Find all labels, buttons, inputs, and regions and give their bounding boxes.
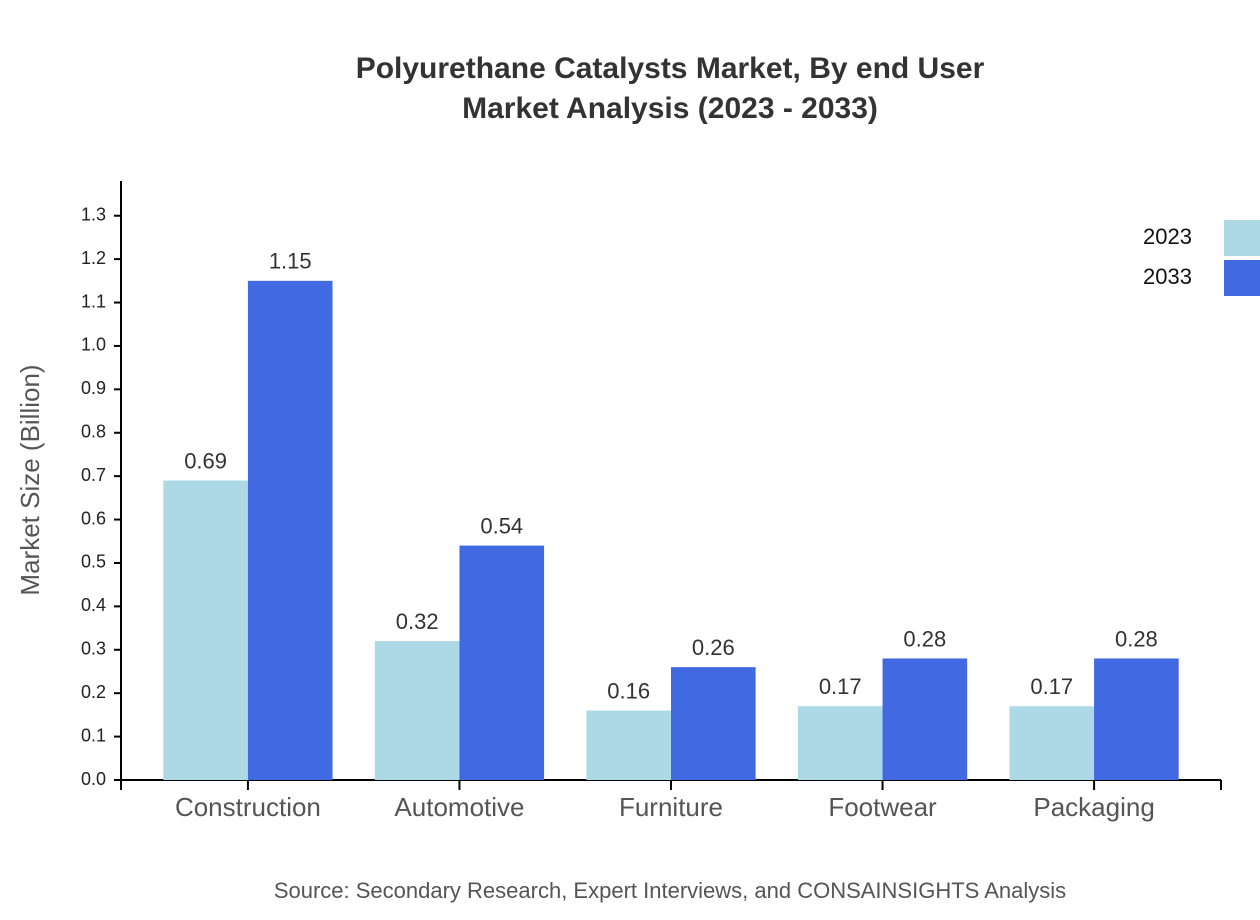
x-tick-label: Furniture	[619, 792, 723, 822]
y-tick-label: 1.1	[81, 291, 106, 311]
y-axis-label: Market Size (Billion)	[15, 364, 45, 595]
value-label: 0.32	[396, 609, 439, 634]
y-tick-label: 0.0	[81, 769, 106, 789]
y-tick-label: 0.3	[81, 639, 106, 659]
value-label: 0.54	[480, 513, 523, 538]
x-tick-label: Footwear	[828, 792, 937, 822]
legend-swatch	[1224, 220, 1260, 256]
y-tick-label: 1.2	[81, 248, 106, 268]
bar	[882, 658, 968, 780]
bar	[459, 545, 545, 780]
chart-title: Polyurethane Catalysts Market, By end Us…	[356, 52, 985, 85]
value-label: 1.15	[269, 249, 312, 274]
value-label: 0.26	[692, 635, 735, 660]
legend-swatch	[1224, 260, 1260, 296]
y-tick-label: 0.2	[81, 682, 106, 702]
y-tick-label: 0.1	[81, 725, 106, 745]
bar	[586, 710, 671, 780]
value-label: 0.17	[1030, 674, 1073, 699]
x-tick-label: Construction	[175, 792, 321, 822]
y-tick-label: 0.4	[81, 595, 106, 615]
bar	[1009, 706, 1095, 780]
legend-label: 2033	[1143, 264, 1192, 289]
bar	[163, 480, 248, 780]
bar	[374, 641, 460, 780]
y-tick-label: 1.3	[81, 204, 106, 224]
bar	[1094, 658, 1179, 780]
value-label: 0.16	[607, 678, 650, 703]
y-tick-label: 0.8	[81, 422, 106, 442]
y-tick-label: 0.7	[81, 465, 106, 485]
y-tick-label: 0.5	[81, 552, 106, 572]
x-tick-label: Automotive	[394, 792, 524, 822]
y-tick-label: 0.9	[81, 378, 106, 398]
value-label: 0.69	[184, 448, 227, 473]
value-label: 0.17	[819, 674, 862, 699]
bar	[797, 706, 883, 780]
chart-title: Market Analysis (2023 - 2033)	[462, 92, 878, 125]
y-tick-label: 1.0	[81, 335, 106, 355]
y-tick-label: 0.6	[81, 508, 106, 528]
value-label: 0.28	[903, 626, 946, 651]
legend-label: 2023	[1143, 224, 1192, 249]
value-label: 0.28	[1115, 626, 1158, 651]
source-note: Source: Secondary Research, Expert Inter…	[274, 878, 1066, 903]
bar	[247, 280, 333, 780]
bar	[671, 667, 756, 780]
x-tick-label: Packaging	[1033, 792, 1154, 822]
